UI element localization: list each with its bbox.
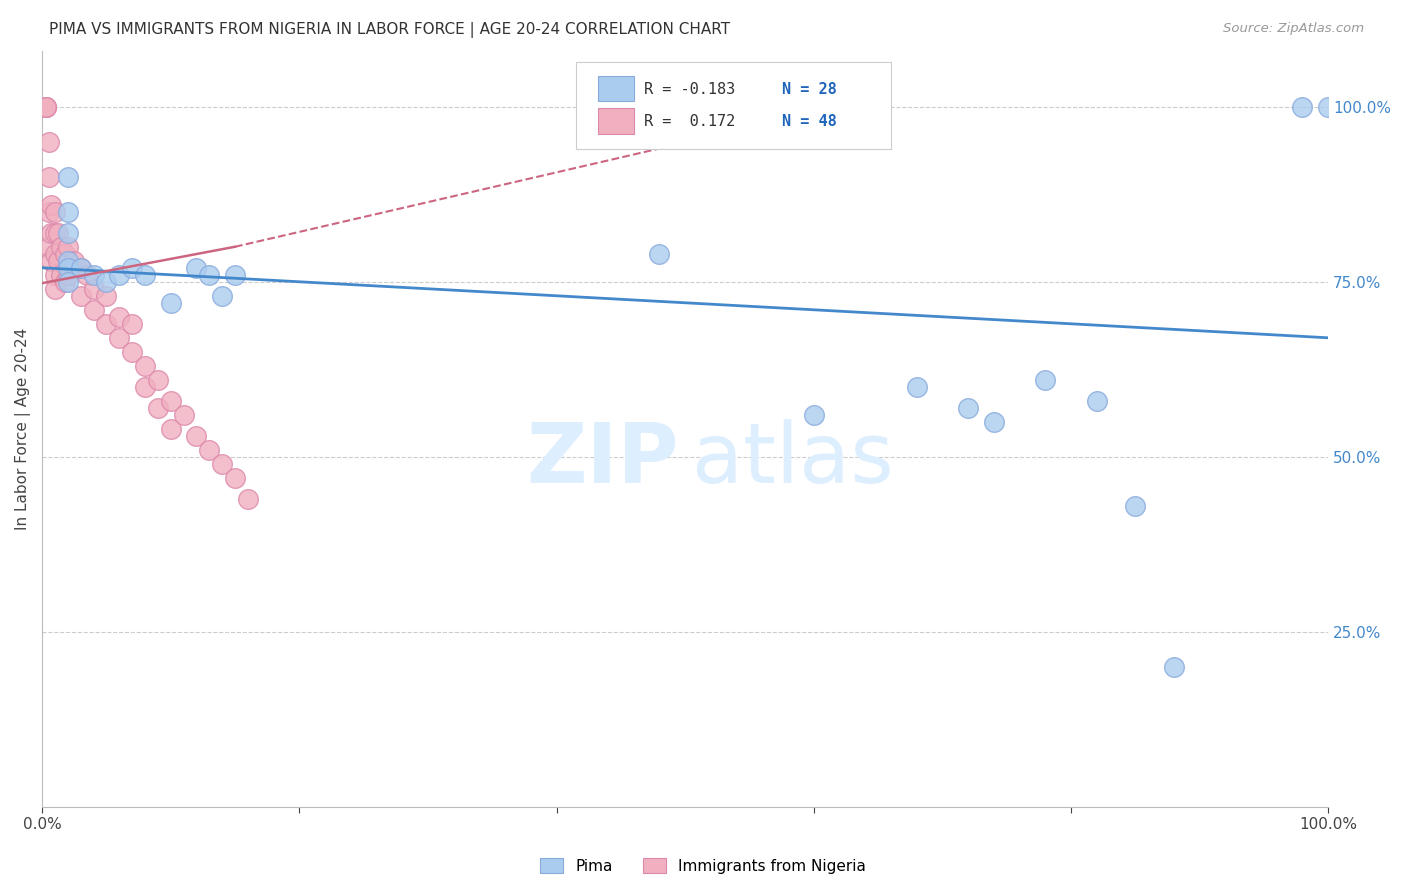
Point: [96, 317, 118, 331]
Text: N = 48: N = 48: [782, 114, 837, 129]
Point: [38, 240, 60, 254]
Point: [69, 260, 91, 275]
Point: [56, 253, 79, 268]
Point: [83, 302, 105, 317]
Point: [983, 415, 1005, 429]
Point: [121, 317, 143, 331]
Point: [76, 268, 98, 282]
Point: [35, 100, 58, 114]
Point: [56, 260, 79, 275]
Point: [108, 268, 131, 282]
Legend: Pima, Immigrants from Nigeria: Pima, Immigrants from Nigeria: [534, 852, 872, 880]
Point: [198, 268, 221, 282]
Point: [159, 422, 181, 436]
Point: [63, 253, 86, 268]
Point: [905, 380, 928, 394]
Point: [146, 373, 169, 387]
Point: [198, 442, 221, 457]
Point: [159, 295, 181, 310]
FancyBboxPatch shape: [576, 62, 891, 149]
Bar: [598, 108, 634, 134]
Point: [38, 204, 60, 219]
Point: [186, 260, 208, 275]
Point: [46, 253, 69, 268]
Point: [51, 240, 73, 254]
Point: [121, 260, 143, 275]
Point: [224, 268, 246, 282]
Point: [44, 204, 66, 219]
Point: [83, 268, 105, 282]
Point: [1085, 393, 1108, 408]
Point: [224, 471, 246, 485]
Point: [69, 289, 91, 303]
Point: [56, 169, 79, 184]
Point: [186, 429, 208, 443]
Point: [38, 135, 60, 149]
Point: [146, 401, 169, 415]
Point: [1291, 100, 1313, 114]
Text: atlas: atlas: [692, 418, 893, 500]
Point: [173, 408, 195, 422]
Point: [56, 275, 79, 289]
Point: [39, 253, 62, 268]
Text: N = 28: N = 28: [782, 82, 837, 96]
Point: [134, 380, 156, 394]
Point: [53, 275, 76, 289]
Point: [96, 275, 118, 289]
Point: [1163, 660, 1185, 674]
Point: [236, 491, 259, 506]
Point: [957, 401, 980, 415]
Y-axis label: In Labor Force | Age 20-24: In Labor Force | Age 20-24: [15, 327, 31, 530]
Point: [53, 246, 76, 260]
Point: [69, 260, 91, 275]
Point: [35, 100, 58, 114]
Text: R =  0.172: R = 0.172: [644, 114, 735, 129]
Point: [39, 198, 62, 212]
Bar: [598, 76, 634, 102]
Text: PIMA VS IMMIGRANTS FROM NIGERIA IN LABOR FORCE | AGE 20-24 CORRELATION CHART: PIMA VS IMMIGRANTS FROM NIGERIA IN LABOR…: [49, 22, 730, 38]
Point: [46, 226, 69, 240]
Point: [134, 359, 156, 373]
Point: [38, 169, 60, 184]
Point: [44, 246, 66, 260]
Point: [121, 344, 143, 359]
Point: [39, 226, 62, 240]
Point: [1033, 373, 1056, 387]
Text: ZIP: ZIP: [526, 418, 679, 500]
Point: [211, 289, 233, 303]
Point: [83, 282, 105, 296]
Point: [44, 268, 66, 282]
Point: [56, 204, 79, 219]
Point: [1123, 499, 1146, 513]
Point: [56, 268, 79, 282]
Point: [56, 240, 79, 254]
Point: [35, 100, 58, 114]
Point: [211, 457, 233, 471]
Point: [44, 226, 66, 240]
Point: [648, 246, 671, 260]
Point: [59, 260, 82, 275]
Text: Source: ZipAtlas.com: Source: ZipAtlas.com: [1223, 22, 1364, 36]
Point: [51, 268, 73, 282]
Point: [134, 268, 156, 282]
Text: R = -0.183: R = -0.183: [644, 82, 735, 96]
Point: [1317, 100, 1340, 114]
Point: [159, 393, 181, 408]
Point: [56, 226, 79, 240]
Point: [803, 408, 825, 422]
Point: [108, 331, 131, 345]
Point: [96, 289, 118, 303]
Point: [108, 310, 131, 324]
Point: [44, 282, 66, 296]
